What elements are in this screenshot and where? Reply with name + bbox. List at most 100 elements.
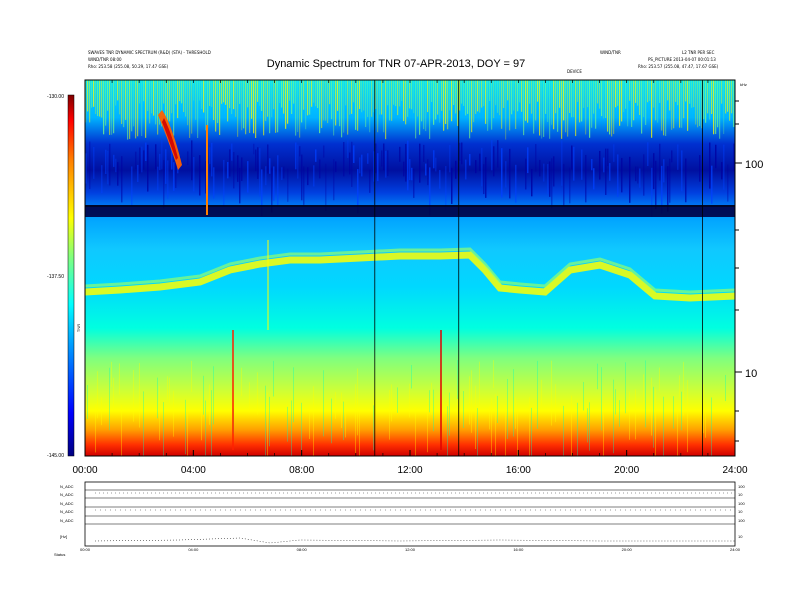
spectrogram-streak	[151, 80, 153, 114]
panel-right-3: 100	[738, 501, 745, 506]
vertical-markers	[374, 80, 703, 456]
spectrogram-streak	[455, 160, 457, 179]
spectrogram-streak	[97, 80, 99, 117]
spectrogram-streak	[431, 80, 433, 103]
spectrogram-streak	[143, 150, 145, 170]
spectrogram-streak	[411, 364, 412, 389]
spectrogram-streak	[529, 80, 531, 104]
spectrogram-streak	[129, 80, 131, 139]
header-right-2: L2 TNR PER SEC	[682, 50, 715, 55]
spectrogram-streak	[495, 394, 496, 456]
spectrogram-streak	[697, 80, 699, 128]
colorbar-tick-mid: -137.50	[47, 274, 64, 280]
spectrogram-streak	[423, 80, 425, 130]
spectrogram-streak	[733, 143, 735, 172]
spectrogram-streak	[169, 377, 170, 403]
x-tick-label: 16:00	[506, 465, 531, 476]
spectrogram-streak	[245, 80, 247, 135]
spectrogram-streak	[109, 367, 110, 431]
header-left-3: Rho: 253.58 (255.08, 50.29, 17.47 GSE)	[88, 64, 169, 69]
spectrogram-streak	[725, 374, 726, 402]
spectrogram-streak	[367, 153, 369, 164]
spectrogram-streak	[549, 80, 551, 139]
spectrogram-streak	[633, 80, 635, 121]
spectrogram-streak	[687, 80, 689, 131]
spectrogram-streak	[601, 80, 603, 117]
spectrogram-streak	[431, 382, 432, 415]
spectrogram-streak	[209, 147, 211, 164]
yellow-band	[85, 251, 735, 302]
spectrogram-streak	[355, 80, 357, 130]
spectrogram-streak	[607, 148, 609, 167]
spectrogram-streak	[525, 80, 527, 121]
spectrogram-streak	[483, 80, 485, 107]
spectrogram-streak	[631, 80, 633, 127]
spectrogram-streak	[679, 375, 680, 398]
spectrogram-streak	[581, 80, 583, 122]
spectrogram-streak	[341, 80, 343, 138]
status-panel-lines	[85, 489, 735, 544]
spectrogram-streak	[183, 80, 185, 113]
spectrogram-streak	[639, 80, 641, 116]
spectrogram-streak	[111, 361, 112, 387]
spectrogram-streak	[269, 80, 271, 134]
spectrogram-streak	[421, 80, 423, 122]
spectrogram-streak	[387, 80, 389, 106]
spectrogram-streak	[187, 151, 189, 166]
spectrogram-streak	[167, 376, 168, 400]
spectrogram-streak	[303, 166, 305, 205]
spectrogram-streak	[413, 168, 415, 198]
spectrogram-streak	[371, 80, 373, 117]
spectrogram-streak	[159, 80, 161, 125]
spectrogram-streak	[161, 140, 163, 170]
spectrogram-streak	[485, 157, 487, 198]
spectrogram-streak	[323, 80, 325, 121]
spectrogram-streak	[175, 146, 177, 188]
spectrogram-streak	[85, 153, 87, 184]
footer-label: Status	[54, 552, 65, 557]
spectrogram-streak	[301, 402, 302, 456]
spectrogram-streak	[325, 163, 327, 211]
spectrogram-streak	[385, 80, 387, 140]
spectrogram-streak	[673, 80, 675, 129]
spectrogram-streak	[587, 80, 589, 108]
spectrogram-streak	[297, 80, 299, 133]
spectrogram-streak	[663, 80, 665, 136]
spectrogram-streak	[529, 397, 530, 456]
spectrogram-streak	[249, 382, 250, 413]
spectrogram-streak	[259, 80, 261, 106]
spectrogram-streak	[709, 80, 711, 120]
spectrogram-streak	[159, 153, 161, 171]
spectrogram-streak	[415, 406, 416, 456]
spectrogram-streak	[279, 80, 281, 103]
spectrogram-streak	[663, 159, 665, 183]
spectrogram-streak	[391, 80, 393, 121]
spectrogram-streak	[119, 80, 121, 115]
spectrogram-streak	[233, 80, 235, 110]
spectrogram-streak	[395, 80, 397, 107]
panel-right-6: 10	[738, 534, 743, 539]
spectrogram-streak	[309, 404, 310, 439]
spectrogram-streak	[253, 80, 255, 134]
spectrogram-streak	[547, 164, 549, 195]
spectrogram-streak	[429, 390, 430, 413]
spectrogram-streak	[211, 80, 213, 108]
spectrogram-streak	[265, 80, 267, 121]
spectrogram-streak	[647, 142, 649, 167]
spectrogram-streak	[273, 166, 275, 201]
spectrogram-streak	[477, 408, 478, 456]
spectrogram-streak	[275, 80, 277, 133]
spectrogram-streak	[147, 144, 149, 192]
status-x-tick-label: 12:00	[405, 547, 416, 552]
spectrogram-streak	[233, 152, 235, 189]
spectrogram-streak	[551, 360, 552, 426]
spectrogram-streak	[575, 80, 577, 137]
spectrogram-streak	[657, 80, 659, 123]
spectrogram-streak	[459, 80, 461, 111]
spectrogram-streak	[455, 80, 457, 114]
spectrogram-streak	[325, 80, 327, 121]
spectrogram-streak	[517, 80, 519, 112]
spectrogram-streak	[403, 161, 405, 177]
spectrogram-streak	[569, 80, 571, 114]
spectrogram-streak	[349, 80, 351, 115]
